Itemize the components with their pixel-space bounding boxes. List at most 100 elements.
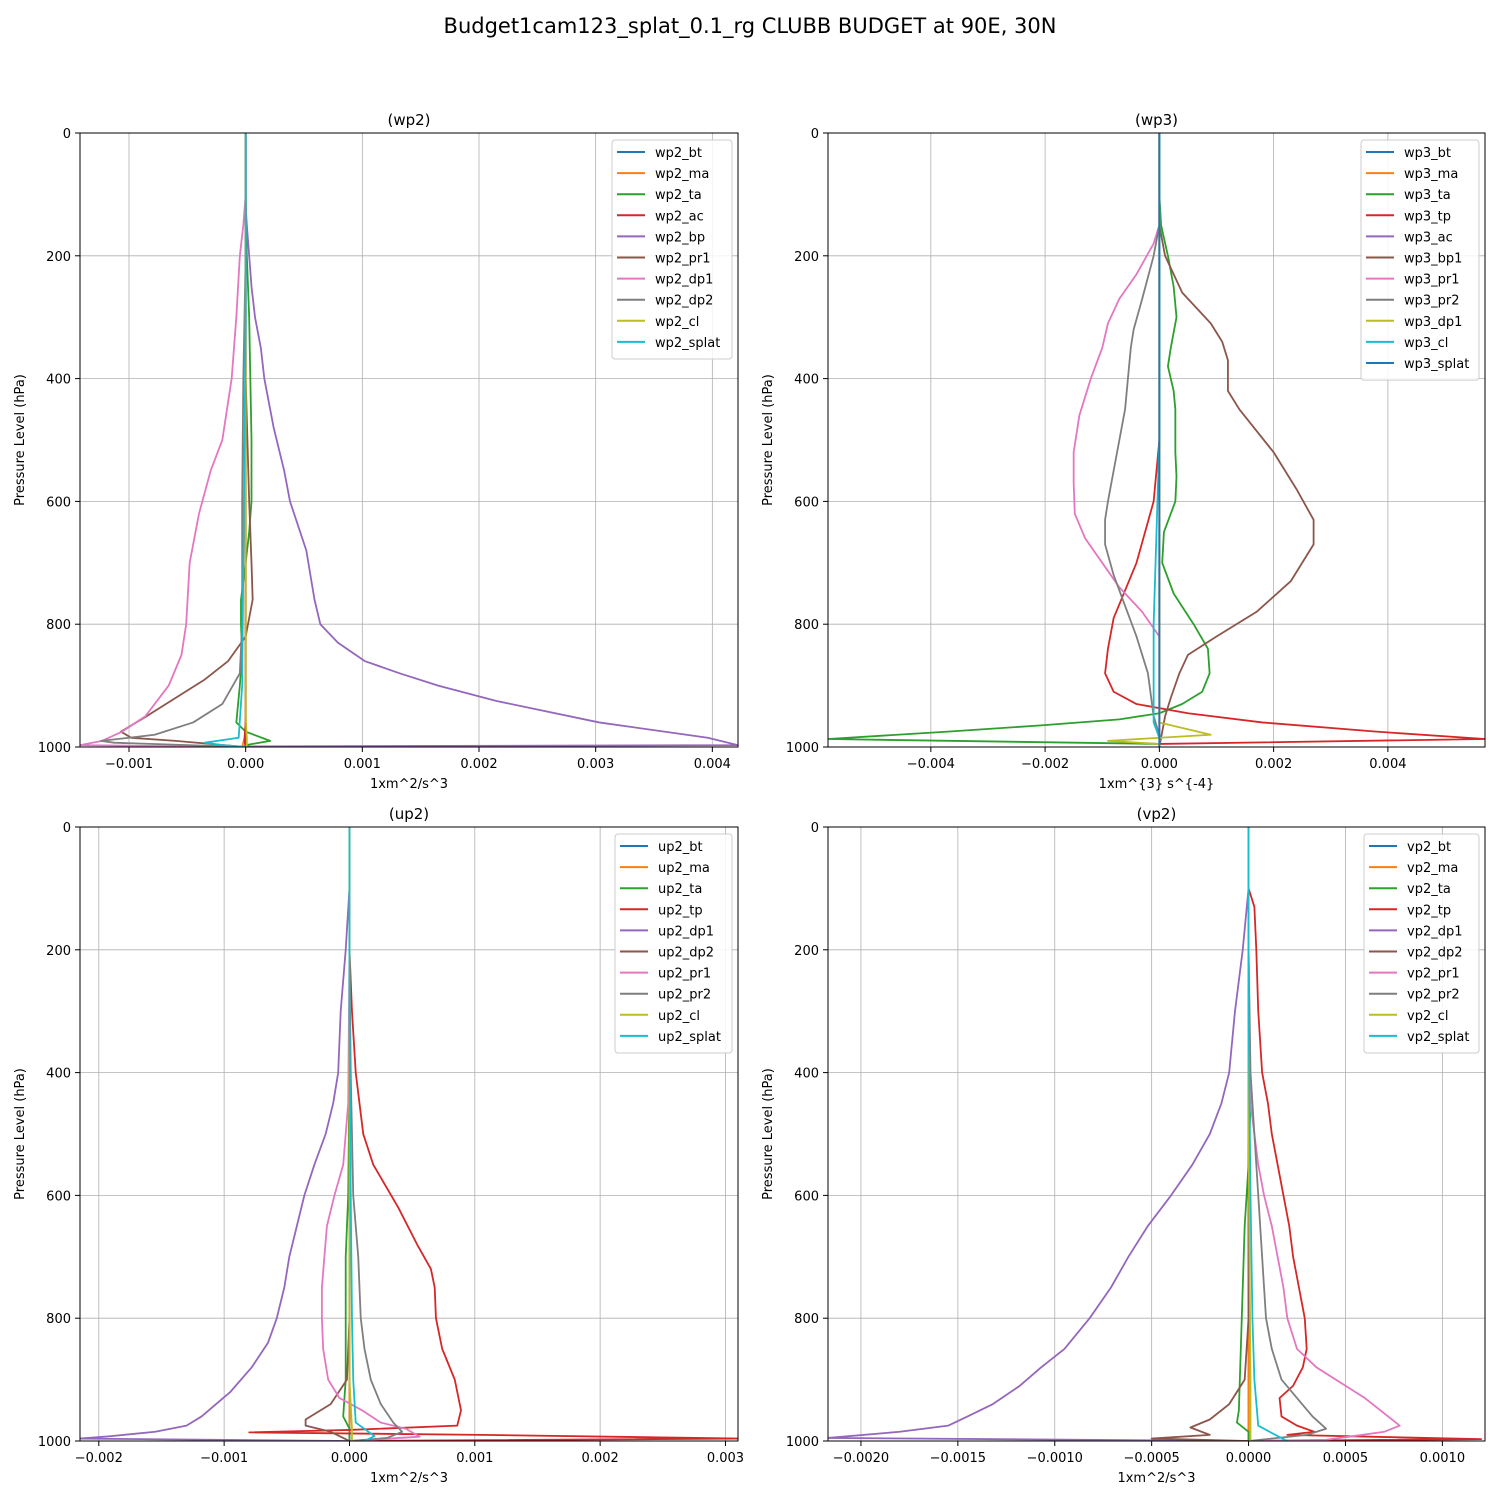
series-line-up2_dp1 (80, 827, 351, 1441)
x-tick-label: 0.004 (1369, 757, 1406, 772)
y-tick-label: 200 (794, 944, 819, 959)
series-line-up2_pr2 (348, 827, 404, 1441)
legend-entry-label: up2_pr2 (658, 988, 711, 1003)
x-tick-label: −0.004 (907, 757, 955, 772)
legend-entry-label: wp2_dp2 (655, 294, 713, 309)
chart-panel-0: −0.001 0.000 0.001 0.002 0.003 0.004 0 200 400 60… (13, 111, 739, 792)
legend-entry-label: wp2_dp1 (655, 273, 713, 288)
x-tick-label: −0.0015 (930, 1451, 986, 1466)
x-tick-label: −0.0020 (833, 1451, 889, 1466)
legend-entry-label: wp2_bt (655, 146, 702, 161)
y-tick-label: 1000 (786, 741, 819, 756)
y-tick-label: 200 (794, 250, 819, 265)
y-tick-label: 400 (794, 1067, 819, 1082)
legend-entry-label: up2_ta (658, 882, 702, 897)
series-line-wp2_splat (203, 133, 247, 747)
legend-entry-label: up2_bt (658, 840, 703, 855)
legend-entry-label: wp2_ac (655, 209, 704, 224)
series-line-vp2_tp (1247, 827, 1483, 1441)
x-tick-label: 0.001 (456, 1451, 493, 1466)
x-tick-label: −0.002 (1021, 757, 1069, 772)
y-tick-label: 800 (46, 618, 71, 633)
series-group (80, 133, 738, 747)
legend-entry-label: wp2_ma (655, 167, 709, 182)
legend-entry-label: wp3_dp1 (1404, 315, 1462, 330)
axes-frame (827, 826, 1486, 1442)
x-tick-label: 0.003 (577, 757, 614, 772)
y-tick-label: 400 (794, 373, 819, 388)
x-tick-label: 0.002 (460, 757, 497, 772)
series-line-wp2_dp2 (100, 133, 247, 747)
legend-entry-label: wp3_bp1 (1404, 252, 1462, 267)
x-tick-label: 0.0000 (1226, 1451, 1272, 1466)
series-line-wp2_pr1 (119, 133, 254, 747)
x-axis-label: 1xm^2/s^3 (370, 777, 448, 792)
y-tick-label: 400 (46, 373, 71, 388)
legend-entry-label: wp3_bt (1404, 146, 1451, 161)
legend-entry-label: vp2_tp (1407, 903, 1451, 918)
series-line-wp3_bp1 (1158, 133, 1315, 747)
chart-panel-3: −0.0020 −0.0015 −0.0010 −0.0005 0.0000 0.0005… (761, 805, 1486, 1486)
y-tick-label: 600 (794, 495, 819, 510)
legend-entry-label: vp2_dp1 (1407, 924, 1463, 939)
x-axis-label: 1xm^{3} s^{-4} (1099, 777, 1215, 792)
legend-entry-label: up2_cl (658, 1009, 700, 1024)
legend-entry-label: wp3_cl (1404, 336, 1448, 351)
y-tick-label: 800 (794, 618, 819, 633)
y-tick-label: 400 (46, 1067, 71, 1082)
legend-entry-label: vp2_cl (1407, 1009, 1448, 1024)
legend-entry-label: vp2_ma (1407, 861, 1458, 876)
legend-entry-label: vp2_ta (1407, 882, 1451, 897)
x-tick-label: −0.002 (75, 1451, 123, 1466)
y-axis-label: Pressure Level (hPa) (761, 374, 776, 506)
legend-entry-label: up2_splat (658, 1030, 721, 1045)
chart-title: (wp3) (1135, 111, 1178, 129)
series-line-vp2_pr2 (1247, 827, 1327, 1441)
series-line-up2_pr1 (320, 827, 421, 1441)
series-group (828, 133, 1485, 747)
chart-title: (up2) (389, 805, 429, 823)
x-tick-label: −0.0010 (1027, 1451, 1083, 1466)
x-axis-label: 1xm^2/s^3 (1117, 1471, 1195, 1486)
x-tick-label: 0.002 (582, 1451, 619, 1466)
chart-panel-2: −0.002 −0.001 0.000 0.001 0.002 0.003 0 200 400 6… (13, 805, 744, 1486)
x-tick-label: 0.000 (227, 757, 264, 772)
series-group (828, 827, 1483, 1441)
x-tick-label: −0.0005 (1123, 1451, 1179, 1466)
series-line-vp2_dp2 (1150, 827, 1250, 1441)
x-tick-label: 0.001 (344, 757, 381, 772)
legend-entry-label: vp2_dp2 (1407, 946, 1463, 961)
y-tick-label: 600 (794, 1189, 819, 1204)
y-tick-label: 0 (63, 821, 71, 836)
legend-entry-label: wp3_tp (1404, 209, 1451, 224)
legend-entry-label: vp2_splat (1407, 1030, 1469, 1045)
y-tick-label: 1000 (38, 741, 71, 756)
series-group (80, 827, 738, 1441)
y-axis-label: Pressure Level (hPa) (761, 1068, 776, 1200)
x-tick-label: 0.003 (707, 1451, 744, 1466)
chart-title: (wp2) (387, 111, 430, 129)
legend-entry-label: vp2_bt (1407, 840, 1451, 855)
y-axis-label: Pressure Level (hPa) (13, 374, 28, 506)
series-line-up2_tp (248, 827, 738, 1441)
legend-entry-label: wp3_pr1 (1404, 273, 1460, 288)
x-tick-label: 0.0010 (1420, 1451, 1466, 1466)
x-tick-label: −0.001 (105, 757, 153, 772)
series-line-up2_dp2 (304, 827, 351, 1441)
legend-entry-label: vp2_pr1 (1407, 967, 1460, 982)
series-line-vp2_dp1 (828, 827, 1250, 1441)
x-tick-label: 0.002 (1255, 757, 1292, 772)
legend-entry-label: wp2_ta (655, 188, 702, 203)
x-tick-label: 0.000 (331, 1451, 368, 1466)
series-line-wp2_bp (244, 133, 738, 747)
y-tick-label: 600 (46, 495, 71, 510)
legend-entry-label: vp2_pr2 (1407, 988, 1460, 1003)
legend-entry-label: wp3_splat (1404, 357, 1469, 372)
legend-entry-label: wp2_bp (655, 230, 705, 245)
x-tick-label: 0.000 (1141, 757, 1178, 772)
y-tick-label: 600 (46, 1189, 71, 1204)
y-tick-label: 800 (46, 1312, 71, 1327)
y-tick-label: 800 (794, 1312, 819, 1327)
y-axis-label: Pressure Level (hPa) (13, 1068, 28, 1200)
